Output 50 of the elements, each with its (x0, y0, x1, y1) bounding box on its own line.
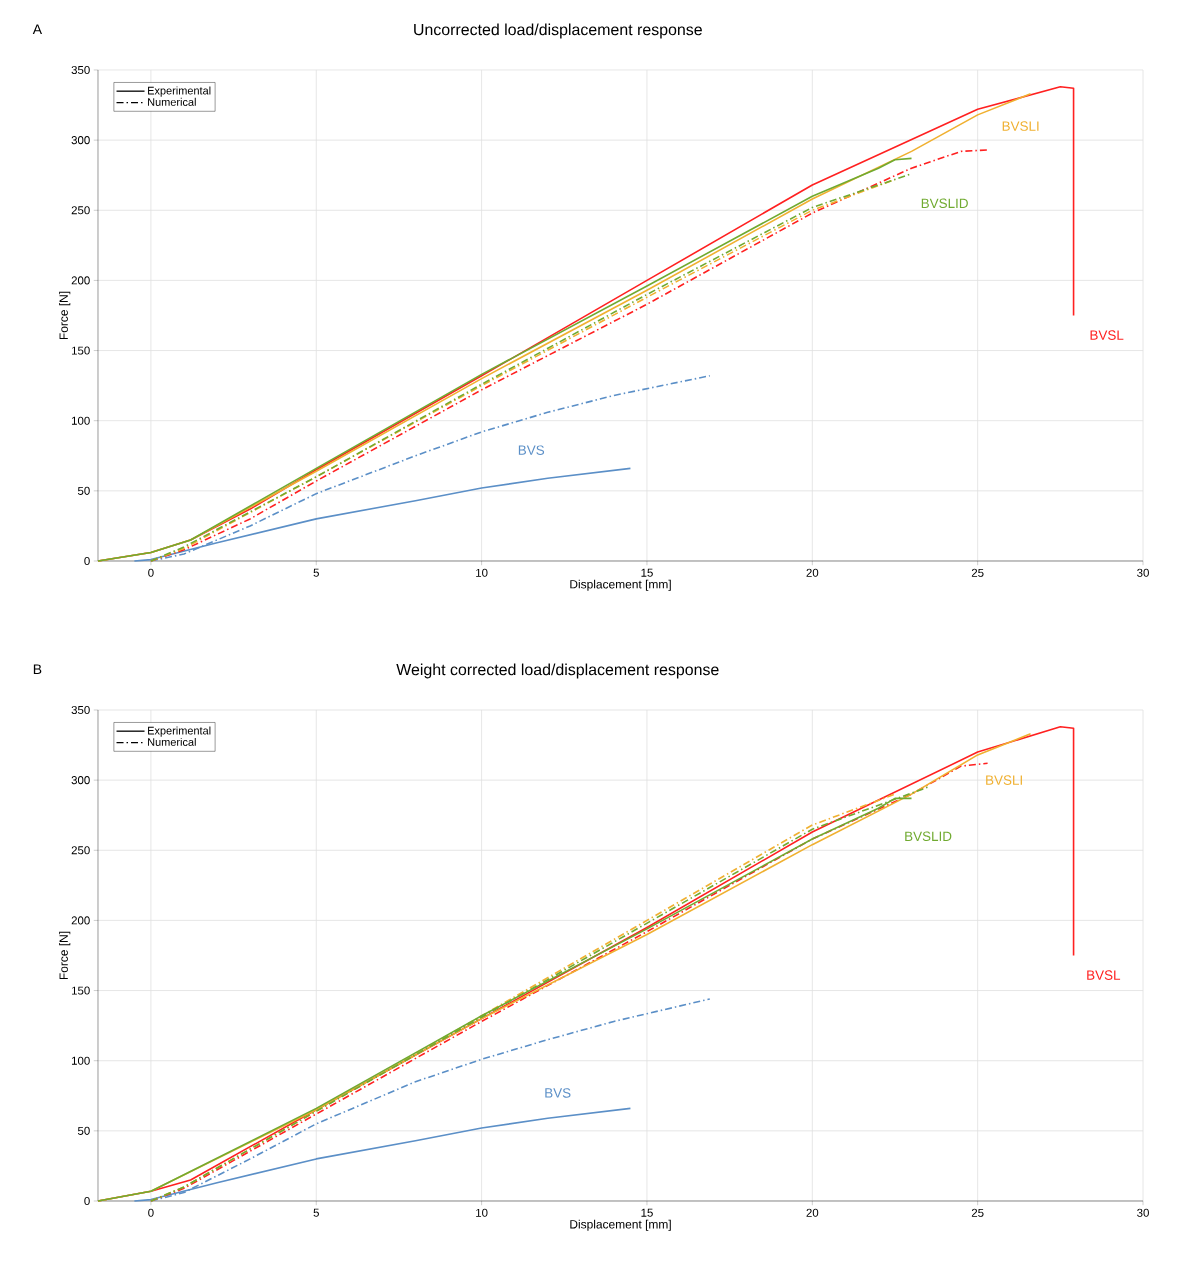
y-tick-label: 50 (77, 486, 90, 495)
text: BVSLID (921, 198, 968, 209)
y-tick-label: 100 (71, 1056, 90, 1065)
x-tick-label: 25 (971, 568, 984, 577)
series-label: BVSL (1090, 330, 1124, 340)
chart-title: Uncorrected load/displacement response (414, 23, 702, 39)
y-tick-label: 50 (77, 1126, 90, 1135)
y-axis-title: Force [N] (59, 291, 71, 340)
x-tick-label: 20 (806, 1208, 819, 1217)
x-tick-label: 5 (313, 1208, 319, 1217)
text: B (33, 664, 42, 675)
x-tick-label: 0 (148, 568, 154, 577)
x-tick-label: 15 (641, 1208, 653, 1217)
x-tick-label: 5 (313, 568, 319, 577)
series-label: BVS (518, 445, 545, 455)
series-label: BVSL (1087, 970, 1121, 980)
chart-title: Weight corrected load/displacement response (396, 663, 719, 679)
x-axis-title: Displacement [mm] (570, 1219, 671, 1231)
x-tick-label: 30 (1137, 568, 1149, 577)
y-tick-label: 250 (71, 206, 90, 215)
y-tick-label: 350 (71, 65, 90, 75)
text: A (32, 24, 43, 35)
x-tick-label: 20 (806, 568, 819, 577)
series-label: BVS (545, 1088, 571, 1098)
y-tick-label: 150 (71, 986, 90, 995)
legend-label: Experimental (148, 86, 211, 97)
x-tick-label: 25 (971, 1208, 984, 1217)
y-tick-label: 350 (71, 705, 90, 715)
y-tick-label: 200 (71, 276, 90, 285)
x-tick-label: 10 (476, 1208, 488, 1217)
legend-label: Experimental (148, 726, 211, 737)
y-tick-label: 250 (71, 846, 90, 855)
series-label: BVSLI (1002, 121, 1039, 131)
x-tick-label: 10 (476, 568, 488, 577)
x-axis-title: Displacement [mm] (570, 579, 671, 591)
x-tick-label: 0 (148, 1208, 154, 1217)
y-axis-title: Force [N] (59, 931, 71, 980)
x-tick-label: 15 (641, 568, 653, 577)
y-tick-label: 0 (84, 1196, 90, 1206)
legend-label: Numerical (148, 97, 196, 106)
series-label: BVSLI (986, 775, 1022, 785)
y-tick-label: 300 (71, 136, 90, 145)
y-tick-label: 300 (71, 776, 90, 785)
text: BVSLID (905, 831, 952, 841)
y-tick-label: 0 (84, 556, 90, 566)
x-tick-label: 30 (1137, 1208, 1149, 1217)
y-tick-label: 150 (71, 346, 90, 355)
legend-label: Numerical (148, 737, 196, 746)
y-tick-label: 200 (71, 916, 90, 925)
y-tick-label: 100 (71, 416, 90, 425)
